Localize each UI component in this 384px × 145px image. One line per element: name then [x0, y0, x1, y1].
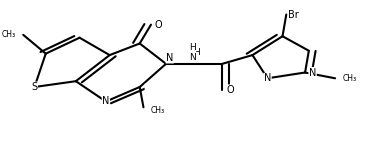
Text: N: N: [309, 68, 316, 77]
Text: H
N: H N: [189, 42, 196, 62]
Text: N: N: [166, 53, 174, 63]
Text: O: O: [226, 85, 234, 95]
Text: CH₃: CH₃: [2, 30, 16, 39]
Text: O: O: [155, 20, 162, 30]
Text: CH₃: CH₃: [151, 106, 165, 115]
Text: N: N: [102, 97, 109, 106]
Text: N: N: [264, 73, 271, 83]
Text: S: S: [31, 82, 38, 92]
Text: H: H: [193, 48, 199, 57]
Text: CH₃: CH₃: [343, 74, 357, 83]
Text: Br: Br: [288, 10, 299, 19]
